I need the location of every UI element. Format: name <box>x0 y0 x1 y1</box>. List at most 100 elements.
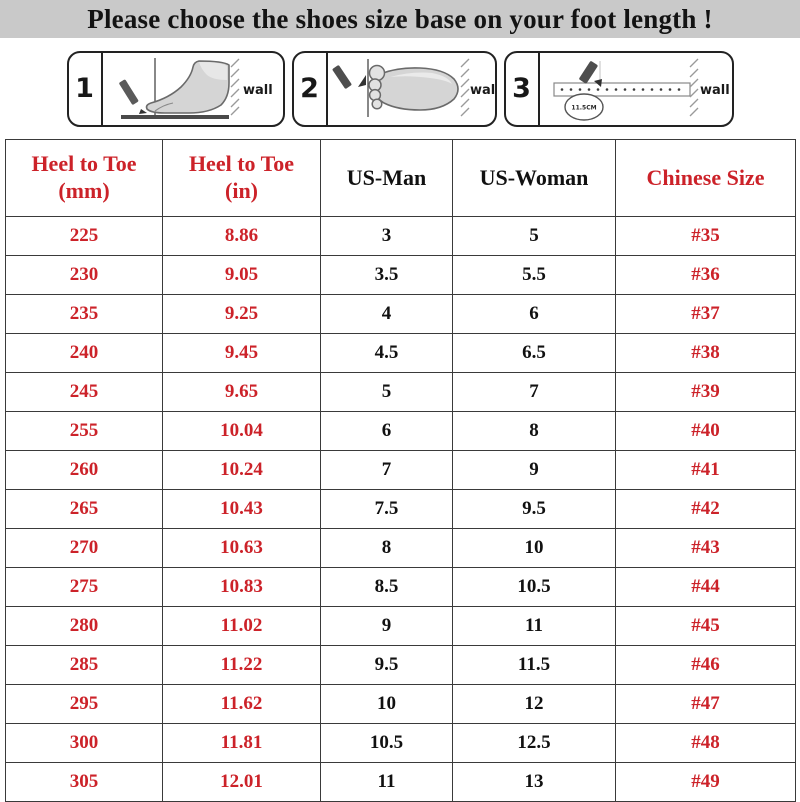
cell-us-man: 7 <box>320 450 453 490</box>
cell-heel-to-toe-mm: 240 <box>5 333 163 373</box>
cell-chinese-size: #38 <box>615 333 796 373</box>
column-header-heel-to-toe-in: Heel to Toe (in) <box>162 139 321 217</box>
cell-us-man: 3 <box>320 216 453 256</box>
column-header-us-man: US-Man <box>320 139 453 217</box>
cell-heel-to-toe-mm: 305 <box>5 762 163 802</box>
cell-us-woman: 11.5 <box>452 645 616 685</box>
table-row: 235 9.25 4 6 #37 <box>5 294 796 334</box>
page-title: Please choose the shoes size base on you… <box>87 3 713 34</box>
cell-heel-to-toe-in: 11.81 <box>162 723 321 763</box>
cell-heel-to-toe-in: 9.45 <box>162 333 321 373</box>
column-header-us-woman: US-Woman <box>452 139 616 217</box>
cell-heel-to-toe-in: 11.02 <box>162 606 321 646</box>
cell-heel-to-toe-in: 11.22 <box>162 645 321 685</box>
cell-us-man: 4 <box>320 294 453 334</box>
cell-heel-to-toe-in: 11.62 <box>162 684 321 724</box>
cell-us-woman: 9 <box>452 450 616 490</box>
column-header-line1: Heel to Toe <box>188 151 295 177</box>
table-row: 225 8.86 3 5 #35 <box>5 216 796 256</box>
cell-heel-to-toe-mm: 285 <box>5 645 163 685</box>
cell-chinese-size: #45 <box>615 606 796 646</box>
table-row: 295 11.62 10 12 #47 <box>5 684 796 724</box>
wall-label-2: wall <box>470 83 495 98</box>
table-row: 305 12.01 11 13 #49 <box>5 762 796 802</box>
table-row: 270 10.63 8 10 #43 <box>5 528 796 568</box>
step-number-1: 1 <box>69 52 103 125</box>
cell-us-woman: 8 <box>452 411 616 451</box>
cell-us-woman: 10 <box>452 528 616 568</box>
cell-heel-to-toe-mm: 255 <box>5 411 163 451</box>
cell-heel-to-toe-mm: 260 <box>5 450 163 490</box>
cell-heel-to-toe-in: 10.43 <box>162 489 321 529</box>
table-row: 285 11.22 9.5 11.5 #46 <box>5 645 796 685</box>
cell-us-man: 8.5 <box>320 567 453 607</box>
table-row: 230 9.05 3.5 5.5 #36 <box>5 255 796 295</box>
cell-heel-to-toe-mm: 235 <box>5 294 163 334</box>
table-row: 240 9.45 4.5 6.5 #38 <box>5 333 796 373</box>
cell-chinese-size: #36 <box>615 255 796 295</box>
cell-heel-to-toe-in: 10.63 <box>162 528 321 568</box>
cell-us-woman: 7 <box>452 372 616 412</box>
cell-us-woman: 5.5 <box>452 255 616 295</box>
instruction-panel-3: 3 <box>503 50 734 127</box>
cell-chinese-size: #43 <box>615 528 796 568</box>
foot-top-view-icon: wall <box>328 53 495 125</box>
table-row: 245 9.65 5 7 #39 <box>5 372 796 412</box>
cell-us-woman: 12.5 <box>452 723 616 763</box>
cell-heel-to-toe-in: 10.04 <box>162 411 321 451</box>
cell-heel-to-toe-mm: 280 <box>5 606 163 646</box>
instruction-panel-2: 2 <box>291 50 497 127</box>
table-body: 225 8.86 3 5 #35 230 9.05 3.5 5.5 #36 235 9.25 4 6 #37… <box>5 216 796 802</box>
cell-us-man: 10.5 <box>320 723 453 763</box>
step-number-2: 2 <box>294 52 328 125</box>
column-header-chinese-size: Chinese Size <box>615 139 796 217</box>
cell-heel-to-toe-in: 8.86 <box>162 216 321 256</box>
cell-chinese-size: #44 <box>615 567 796 607</box>
cell-us-woman: 9.5 <box>452 489 616 529</box>
cell-heel-to-toe-in: 10.24 <box>162 450 321 490</box>
table-row: 280 11.02 9 11 #45 <box>5 606 796 646</box>
title-banner: Please choose the shoes size base on you… <box>0 0 800 38</box>
cell-us-man: 9 <box>320 606 453 646</box>
cell-us-man: 6 <box>320 411 453 451</box>
cell-heel-to-toe-mm: 245 <box>5 372 163 412</box>
table-row: 300 11.81 10.5 12.5 #48 <box>5 723 796 763</box>
instruction-panel-1: 1 <box>66 50 285 127</box>
cell-chinese-size: #39 <box>615 372 796 412</box>
table-row: 275 10.83 8.5 10.5 #44 <box>5 567 796 607</box>
cell-chinese-size: #41 <box>615 450 796 490</box>
step-number-3: 3 <box>506 52 540 125</box>
table-row: 255 10.04 6 8 #40 <box>5 411 796 451</box>
cell-us-man: 8 <box>320 528 453 568</box>
cell-us-woman: 10.5 <box>452 567 616 607</box>
cell-chinese-size: #47 <box>615 684 796 724</box>
table-row: 265 10.43 7.5 9.5 #42 <box>5 489 796 529</box>
cell-heel-to-toe-mm: 270 <box>5 528 163 568</box>
cell-heel-to-toe-mm: 275 <box>5 567 163 607</box>
cell-heel-to-toe-in: 9.05 <box>162 255 321 295</box>
cell-chinese-size: #46 <box>615 645 796 685</box>
cell-chinese-size: #35 <box>615 216 796 256</box>
cell-us-woman: 11 <box>452 606 616 646</box>
cell-chinese-size: #48 <box>615 723 796 763</box>
ruler-measure-icon: 11.5CM wall <box>540 53 732 125</box>
cell-us-woman: 5 <box>452 216 616 256</box>
wall-label-3: wall <box>700 83 730 98</box>
cell-us-man: 11 <box>320 762 453 802</box>
size-table-container: Heel to Toe (mm) Heel to Toe (in) US-Man… <box>0 139 800 802</box>
table-row: 260 10.24 7 9 #41 <box>5 450 796 490</box>
cell-us-man: 3.5 <box>320 255 453 295</box>
cell-us-woman: 6.5 <box>452 333 616 373</box>
magnifier-reading: 11.5CM <box>571 104 596 111</box>
cell-us-man: 4.5 <box>320 333 453 373</box>
cell-us-woman: 6 <box>452 294 616 334</box>
cell-heel-to-toe-mm: 300 <box>5 723 163 763</box>
cell-heel-to-toe-in: 10.83 <box>162 567 321 607</box>
cell-chinese-size: #37 <box>615 294 796 334</box>
cell-heel-to-toe-in: 9.65 <box>162 372 321 412</box>
cell-chinese-size: #42 <box>615 489 796 529</box>
column-header-line2: (in) <box>225 178 258 203</box>
cell-us-man: 10 <box>320 684 453 724</box>
instruction-diagram-row: 1 <box>0 38 800 139</box>
cell-heel-to-toe-mm: 265 <box>5 489 163 529</box>
